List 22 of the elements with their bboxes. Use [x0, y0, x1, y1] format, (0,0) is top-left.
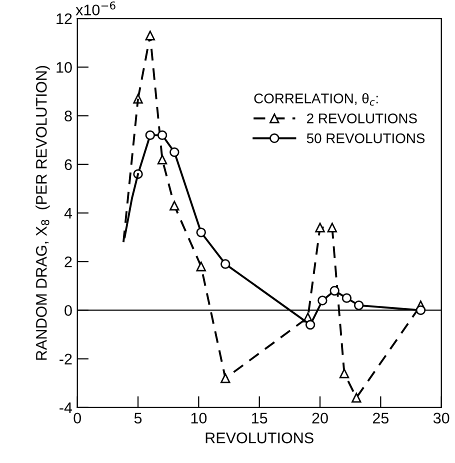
x-tick-label: 0: [74, 412, 81, 424]
y-tick-label: 8: [64, 110, 72, 122]
y-tick-label: 0: [64, 305, 72, 316]
x-axis-title: REVOLUTIONS: [206, 432, 314, 444]
y-axis-title: RANDOM DRAG, X$_{8}$ (PER REVOLUTION): [36, 66, 50, 360]
y-tick-label: 2: [64, 256, 72, 268]
x-tick-label: 25: [372, 412, 389, 424]
x-tick-label: 5: [134, 412, 142, 424]
y-tick-label: 12: [56, 13, 72, 24]
legend-label: 50 REVOLUTIONS: [306, 133, 425, 144]
y-tick-label: 6: [64, 159, 72, 170]
y-tick-label: 10: [56, 62, 72, 73]
x-tick-label: 15: [252, 412, 268, 424]
legend-title: CORRELATION, θ$_{c}$:: [254, 93, 378, 106]
x-tick-label: 10: [191, 412, 207, 424]
legend-label: 2 REVOLUTIONS: [307, 114, 417, 124]
x-tick-label: 30: [433, 412, 450, 424]
y-tick-label: -2: [60, 354, 72, 364]
y-tick-label: 4: [64, 208, 72, 219]
x-tick-label: 20: [312, 412, 328, 424]
text: x10$^{−6}$: [76, 1, 116, 16]
y-tick-label: -4: [60, 402, 72, 413]
